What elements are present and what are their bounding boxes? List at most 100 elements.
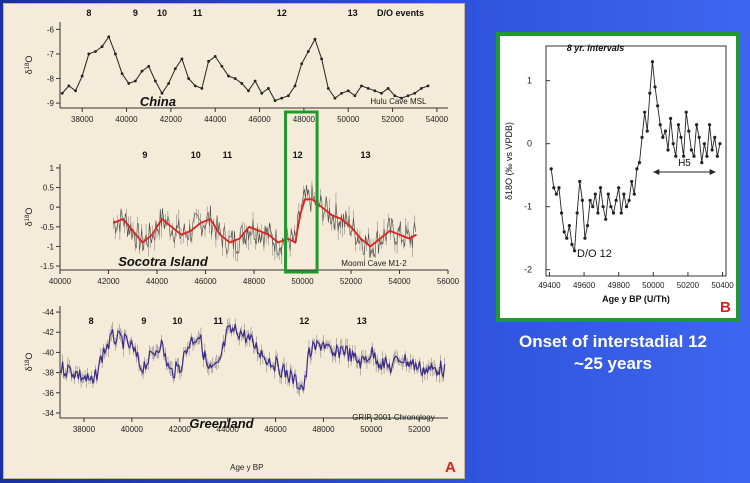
- data-point: [588, 198, 592, 202]
- x-tick-label: 46000: [248, 115, 271, 124]
- y-tick-label: -0.5: [40, 223, 54, 232]
- legend-text: D/O events: [377, 8, 424, 18]
- data-point: [147, 64, 151, 68]
- data-point: [413, 91, 417, 95]
- x-axis-label: Age y BP: [230, 463, 263, 472]
- x-tick-label: 44000: [204, 115, 227, 124]
- data-point: [632, 192, 636, 196]
- data-point: [681, 154, 686, 158]
- data-point: [694, 123, 699, 127]
- data-point: [133, 79, 137, 83]
- data-point: [598, 186, 603, 190]
- data-point: [635, 167, 639, 171]
- data-point: [373, 89, 377, 93]
- panel-a-charts: 38000 40000 42000 44000 46000 48000 50000 52000…: [24, 8, 460, 476]
- y-tick-label: 0.5: [43, 184, 55, 193]
- event-label-12: 12: [293, 150, 303, 160]
- data-point: [606, 192, 610, 196]
- data-point: [94, 50, 97, 53]
- data-point: [705, 154, 709, 158]
- data-point: [207, 59, 210, 63]
- data-point: [572, 249, 577, 253]
- x-tick-label: 42000: [97, 277, 120, 286]
- x-tick-label: 52000: [381, 115, 404, 124]
- x-tick-label: 48000: [312, 425, 335, 434]
- x-tick-label: 50000: [337, 115, 360, 124]
- data-point: [267, 86, 270, 90]
- data-point: [393, 94, 397, 98]
- data-point: [565, 236, 569, 240]
- x-tick-label: 44000: [146, 277, 169, 286]
- x-tick-label: 52000: [408, 425, 431, 434]
- event-label-11: 11: [223, 150, 233, 160]
- data-point: [702, 142, 706, 146]
- x-tick-label: 48000: [243, 277, 266, 286]
- data-point: [710, 148, 714, 152]
- data-point: [280, 96, 284, 100]
- x-tick-label: 50000: [291, 277, 314, 286]
- data-point: [570, 242, 574, 247]
- data-point: [580, 198, 584, 202]
- data-point: [326, 86, 330, 90]
- data-point: [671, 142, 675, 146]
- caption-line-1: Onset of interstadial 12: [519, 332, 707, 351]
- data-point: [658, 123, 662, 127]
- data-point: [554, 192, 558, 196]
- x-tick-label: 56000: [437, 277, 460, 286]
- data-point: [419, 86, 423, 90]
- data-point: [74, 89, 77, 93]
- x-tick-label: 49800: [608, 281, 631, 290]
- data-point: [340, 91, 343, 95]
- event-label-10: 10: [191, 150, 201, 160]
- data-point: [167, 82, 171, 85]
- x-tick-label: 54000: [426, 115, 449, 124]
- data-point: [127, 82, 131, 85]
- data-point: [619, 211, 623, 215]
- data-point: [320, 57, 324, 61]
- y-tick-label: -6: [47, 25, 55, 34]
- y-axis-label: δ18O: [24, 353, 34, 372]
- h5-label: H5: [678, 158, 691, 169]
- data-point: [366, 86, 370, 90]
- data-point: [692, 154, 696, 158]
- caption-line-2: ~25 years: [574, 354, 652, 373]
- x-tick-label: 50000: [360, 425, 383, 434]
- data-point: [614, 198, 618, 202]
- y-axis-label: δ18O: [24, 56, 34, 75]
- data-point: [643, 110, 647, 114]
- data-point: [80, 74, 84, 78]
- data-point: [609, 205, 613, 209]
- y-axis-label: δ18O (‰ vs VPDB): [504, 122, 514, 200]
- data-point: [549, 167, 553, 171]
- data-point: [220, 64, 224, 68]
- x-tick-label: 40000: [49, 277, 72, 286]
- h5-arrow-head-left: [653, 169, 660, 176]
- x-tick-label: 42000: [160, 115, 183, 124]
- y-tick-label: 0: [50, 203, 55, 212]
- data-point: [227, 74, 230, 78]
- source-label: Hulu Cave MSL: [370, 97, 427, 106]
- panel-a-label: A: [445, 459, 456, 476]
- y-tick-label: -8: [47, 75, 55, 84]
- x-tick-label: 54000: [388, 277, 411, 286]
- x-tick-label: 46000: [264, 425, 287, 434]
- data-point: [627, 198, 631, 202]
- y-tick-label: -2: [524, 265, 532, 275]
- x-tick-label: 52000: [340, 277, 363, 286]
- data-point: [656, 104, 660, 108]
- data-point: [637, 160, 642, 165]
- x-tick-label: 40000: [121, 425, 144, 434]
- y-tick-label: -9: [47, 99, 55, 108]
- data-point: [687, 129, 691, 133]
- event-label-12: 12: [277, 8, 287, 18]
- panel-a: 38000 40000 42000 44000 46000 48000 50000 52000…: [3, 3, 465, 479]
- data-point: [426, 84, 430, 88]
- data-point: [640, 135, 644, 139]
- data-point: [107, 35, 111, 39]
- data-point: [60, 91, 64, 95]
- data-point: [669, 116, 673, 121]
- y-tick-label: 0: [527, 139, 532, 149]
- series-line-china: [61, 35, 429, 102]
- event-label-13: 13: [361, 150, 371, 160]
- panel-b: 49400 49600 49800 50000 50200 50400 -2 -1 0 1 D/O …: [496, 32, 740, 322]
